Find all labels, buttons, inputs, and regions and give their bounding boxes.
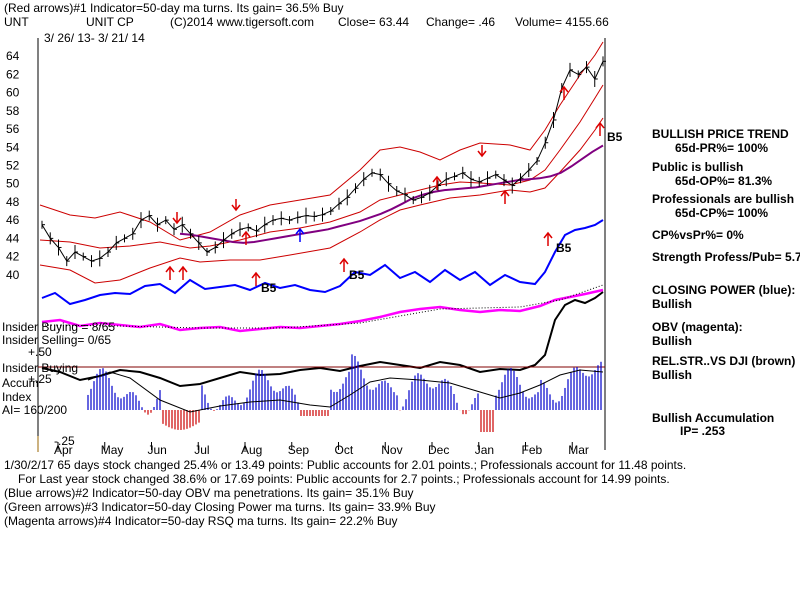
red-arrow-up (251, 271, 261, 286)
plus25-label: +.25 (28, 372, 52, 386)
y-tick-label: 46 (6, 213, 20, 227)
plus50-label: +.50 (28, 345, 52, 359)
copyright-text: (C)2014 www.tigersoft.com (170, 15, 315, 29)
accum-label: Bullish Accumulation (652, 411, 775, 425)
price-bars (41, 56, 606, 268)
mid-band-line (39, 84, 604, 249)
x-axis: Apr May Jun Jul Aug Sep Oct Nov Dec Jan Feb Mar (37, 436, 589, 457)
blue-arrow-up (295, 227, 305, 242)
x-tick-label: Jul (194, 443, 209, 457)
red-arrow-up (178, 265, 188, 280)
y-tick-label: 60 (6, 86, 20, 100)
x-tick-label: Jun (148, 443, 167, 457)
close-value: Close= 63.44 (338, 15, 410, 29)
x-tick-label: Nov (381, 443, 402, 457)
b5-annotation: B5 (261, 281, 277, 295)
x-tick-label: Jan (475, 443, 494, 457)
footer-line-5: (Magenta arrows)#4 Indicator=50-day RSQ … (4, 514, 398, 528)
cp-value: 65d-CP%= 100% (675, 206, 769, 220)
relative-strength-line (41, 291, 604, 388)
red-arrow-up (559, 85, 569, 100)
y-tick-label: 64 (6, 49, 20, 63)
footer-line-1: 1/30/2/17 65 days stock changed 25.4% or… (4, 458, 687, 472)
insider-selling: Insider Selling= 0/65 (2, 333, 112, 347)
relstr-status: Bullish (652, 368, 693, 382)
x-tick-label: May (101, 443, 124, 457)
obv-line (41, 288, 604, 333)
closing-power-label: CLOSING POWER (blue): (652, 283, 796, 297)
red-arrow-up (165, 265, 175, 280)
footer-line-4: (Green arrows)#3 Indicator=50-day Closin… (4, 500, 436, 514)
moving-average-line (179, 144, 604, 244)
red-arrow-up (500, 189, 510, 204)
red-arrow-up (432, 175, 442, 190)
obv-ma-line (41, 284, 604, 329)
y-tick-label: 42 (6, 250, 20, 264)
x-tick-label: Sep (288, 443, 310, 457)
insider-buying: Insider Buying = 8/65 (2, 320, 116, 334)
closing-power-status: Bullish (652, 297, 693, 311)
x-tick-label: Dec (428, 443, 449, 457)
y-axis: 64 62 60 58 56 54 52 50 48 46 44 42 40 (6, 49, 20, 282)
b5-annotation: B5 (349, 268, 365, 282)
y-tick-label: 40 (6, 268, 20, 282)
accum-ip: IP= .253 (680, 424, 726, 438)
x-tick-label: Oct (335, 443, 354, 457)
pros-label: Professionals are bullish (652, 192, 795, 206)
y-tick-label: 44 (6, 231, 20, 245)
ticker-symbol: UNT (4, 15, 29, 29)
strength-value: Strength Profess/Pub= 5.7 (652, 250, 800, 264)
x-tick-label: Mar (568, 443, 589, 457)
y-tick-label: 52 (6, 159, 20, 173)
pr-value: 65d-PR%= 100% (675, 141, 769, 155)
relstr-label: REL.STR..VS DJI (brown) (652, 354, 796, 368)
minus25-label: -.25 (54, 434, 75, 448)
footer-line-3: (Blue arrows)#2 Indicator=50-day OBV ma … (4, 486, 414, 500)
cpvspr-value: CP%vsPr%= 0% (652, 228, 744, 242)
red-arrow-down (231, 199, 241, 212)
footer-line-2: For Last year stock changed 38.6% or 17.… (18, 472, 670, 486)
public-label: Public is bullish (652, 160, 744, 174)
b5-annotation: B5 (607, 130, 623, 144)
price-panel (37, 38, 606, 450)
y-tick-label: 54 (6, 140, 20, 154)
y-tick-label: 50 (6, 177, 20, 191)
date-range: 3/ 26/ 13- 3/ 21/ 14 (44, 31, 145, 45)
y-tick-label: 58 (6, 104, 20, 118)
x-tick-label: Apr (54, 443, 73, 457)
insider-buying-2: Insider Buying (2, 361, 79, 375)
red-arrow-down (172, 212, 182, 225)
obv-label: OBV (magenta): (652, 320, 743, 334)
obv-status: Bullish (652, 334, 693, 348)
y-tick-label: 48 (6, 195, 20, 209)
x-tick-label: Aug (241, 443, 262, 457)
op-value: 65d-OP%= 81.3% (675, 174, 773, 188)
x-tick-label: Feb (522, 443, 543, 457)
ai-value: AI= 160/200 (2, 403, 68, 417)
volume-value: Volume= 4155.66 (515, 15, 609, 29)
company-name: UNIT CP (86, 15, 134, 29)
y-tick-label: 56 (6, 122, 20, 136)
accum-ma-line (87, 369, 604, 413)
trend-title: BULLISH PRICE TREND (652, 127, 789, 141)
red-arrow-up (595, 121, 605, 136)
red-arrow-up (543, 231, 553, 246)
change-value: Change= .46 (426, 15, 496, 29)
signal-arrows (165, 85, 605, 286)
red-arrow-up (241, 230, 251, 245)
b5-annotation: B5 (556, 241, 572, 255)
accum-index-bars (87, 354, 602, 432)
red-arrow-up (339, 257, 349, 272)
index-label: Index (2, 390, 32, 404)
closing-power-line (41, 219, 604, 306)
header-indicator-line: (Red arrows)#1 Indicator=50-day ma turns… (4, 1, 344, 15)
lower-band-line (39, 117, 604, 284)
upper-band-line (39, 41, 604, 241)
red-arrow-down (477, 145, 487, 158)
accum-label-left: Accum (2, 376, 39, 390)
y-tick-label: 62 (6, 67, 20, 81)
